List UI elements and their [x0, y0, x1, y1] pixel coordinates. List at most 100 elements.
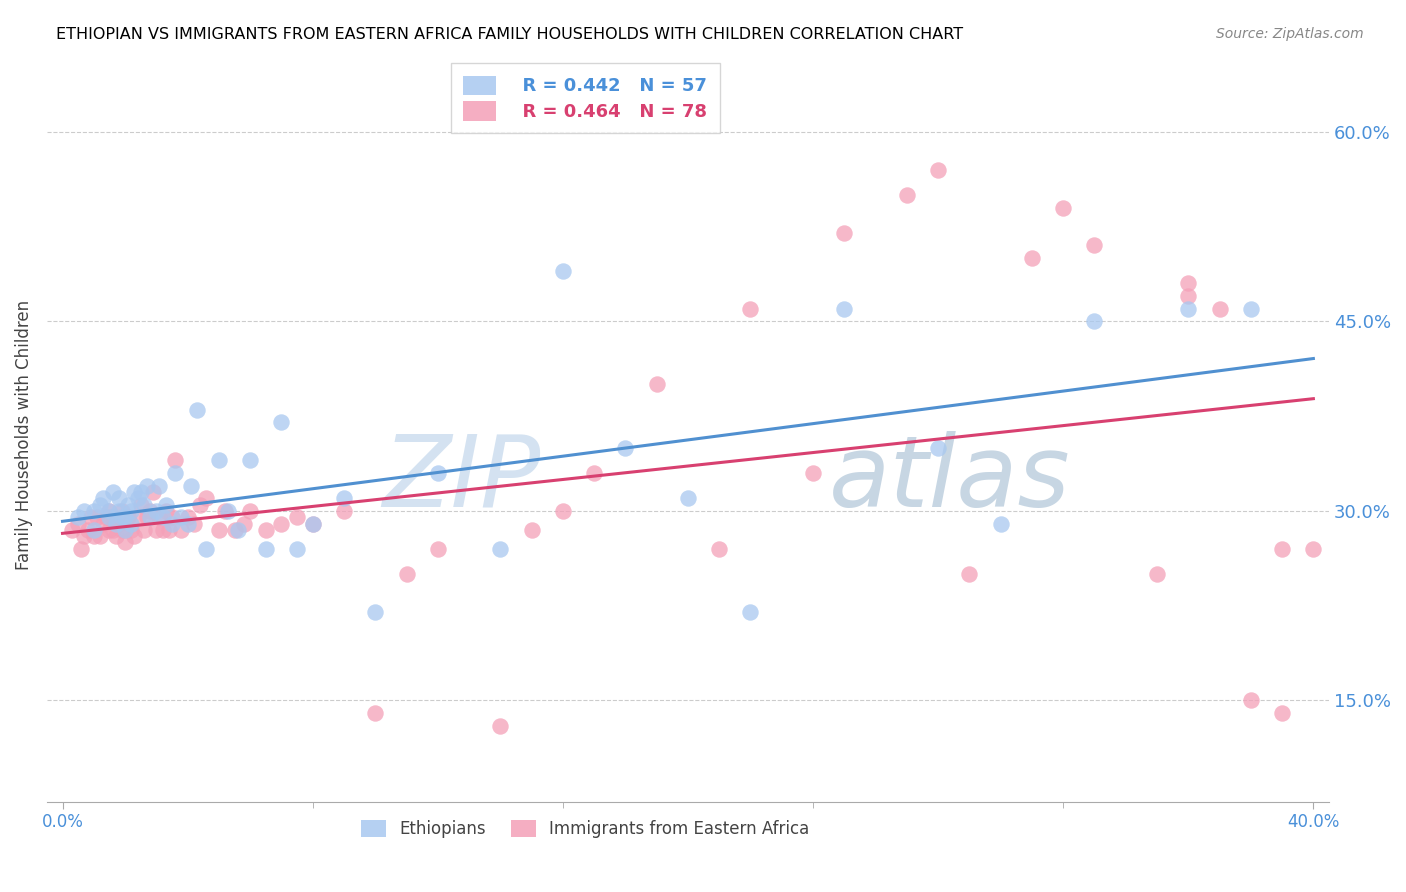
- Point: [83, 504, 105, 518]
- Point: [101, 523, 124, 537]
- Point: [801, 466, 824, 480]
- Point: [114, 523, 136, 537]
- Point: [645, 377, 668, 392]
- Point: [740, 301, 762, 316]
- Point: [333, 504, 356, 518]
- Point: [285, 510, 308, 524]
- Point: [76, 523, 98, 537]
- Point: [139, 510, 162, 524]
- Point: [226, 523, 249, 537]
- Text: atlas: atlas: [830, 431, 1070, 527]
- Point: [152, 510, 174, 524]
- Point: [239, 453, 262, 467]
- Point: [834, 301, 856, 316]
- Point: [98, 504, 121, 518]
- Point: [254, 541, 277, 556]
- Point: [148, 510, 170, 524]
- Point: [333, 491, 356, 506]
- Point: [145, 504, 167, 518]
- Point: [67, 516, 90, 531]
- Point: [285, 541, 308, 556]
- Point: [1271, 541, 1294, 556]
- Point: [152, 523, 174, 537]
- Point: [270, 516, 292, 531]
- Point: [83, 523, 105, 537]
- Point: [740, 605, 762, 619]
- Point: [1271, 706, 1294, 720]
- Point: [186, 402, 208, 417]
- Point: [73, 529, 96, 543]
- Point: [129, 498, 152, 512]
- Text: Source: ZipAtlas.com: Source: ZipAtlas.com: [1216, 27, 1364, 41]
- Point: [155, 504, 177, 518]
- Point: [1302, 541, 1324, 556]
- Point: [91, 491, 114, 506]
- Point: [395, 567, 418, 582]
- Point: [165, 453, 187, 467]
- Point: [1146, 567, 1168, 582]
- Point: [86, 510, 108, 524]
- Point: [136, 478, 159, 492]
- Point: [91, 516, 114, 531]
- Y-axis label: Family Households with Children: Family Households with Children: [15, 300, 32, 570]
- Point: [1208, 301, 1230, 316]
- Legend: Ethiopians, Immigrants from Eastern Africa: Ethiopians, Immigrants from Eastern Afri…: [354, 813, 817, 845]
- Point: [101, 484, 124, 499]
- Point: [120, 516, 142, 531]
- Point: [79, 510, 101, 524]
- Point: [254, 523, 277, 537]
- Point: [1052, 201, 1074, 215]
- Point: [214, 504, 236, 518]
- Point: [583, 466, 606, 480]
- Point: [136, 510, 159, 524]
- Point: [195, 491, 218, 506]
- Point: [208, 523, 231, 537]
- Point: [426, 541, 449, 556]
- Point: [896, 188, 918, 202]
- Point: [232, 516, 254, 531]
- Point: [614, 441, 637, 455]
- Point: [142, 484, 165, 499]
- Point: [120, 504, 142, 518]
- Point: [990, 516, 1012, 531]
- Point: [176, 510, 198, 524]
- Point: [127, 510, 149, 524]
- Point: [676, 491, 699, 506]
- Point: [170, 523, 193, 537]
- Point: [98, 510, 121, 524]
- Point: [117, 510, 139, 524]
- Point: [927, 162, 949, 177]
- Point: [183, 516, 205, 531]
- Point: [489, 541, 512, 556]
- Point: [129, 484, 152, 499]
- Point: [1177, 289, 1199, 303]
- Point: [101, 510, 124, 524]
- Point: [1177, 301, 1199, 316]
- Text: ETHIOPIAN VS IMMIGRANTS FROM EASTERN AFRICA FAMILY HOUSEHOLDS WITH CHILDREN CORR: ETHIOPIAN VS IMMIGRANTS FROM EASTERN AFR…: [56, 27, 963, 42]
- Point: [83, 529, 105, 543]
- Point: [132, 498, 155, 512]
- Point: [132, 523, 155, 537]
- Point: [155, 498, 177, 512]
- Point: [165, 466, 187, 480]
- Point: [170, 510, 193, 524]
- Point: [114, 535, 136, 549]
- Point: [111, 510, 134, 524]
- Point: [98, 523, 121, 537]
- Point: [111, 504, 134, 518]
- Point: [176, 516, 198, 531]
- Point: [108, 516, 131, 531]
- Point: [114, 523, 136, 537]
- Point: [301, 516, 323, 531]
- Point: [114, 510, 136, 524]
- Point: [239, 504, 262, 518]
- Point: [124, 529, 146, 543]
- Point: [217, 504, 239, 518]
- Point: [270, 416, 292, 430]
- Point: [127, 491, 149, 506]
- Point: [89, 529, 111, 543]
- Point: [1083, 238, 1105, 252]
- Point: [67, 510, 90, 524]
- Point: [208, 453, 231, 467]
- Point: [180, 478, 202, 492]
